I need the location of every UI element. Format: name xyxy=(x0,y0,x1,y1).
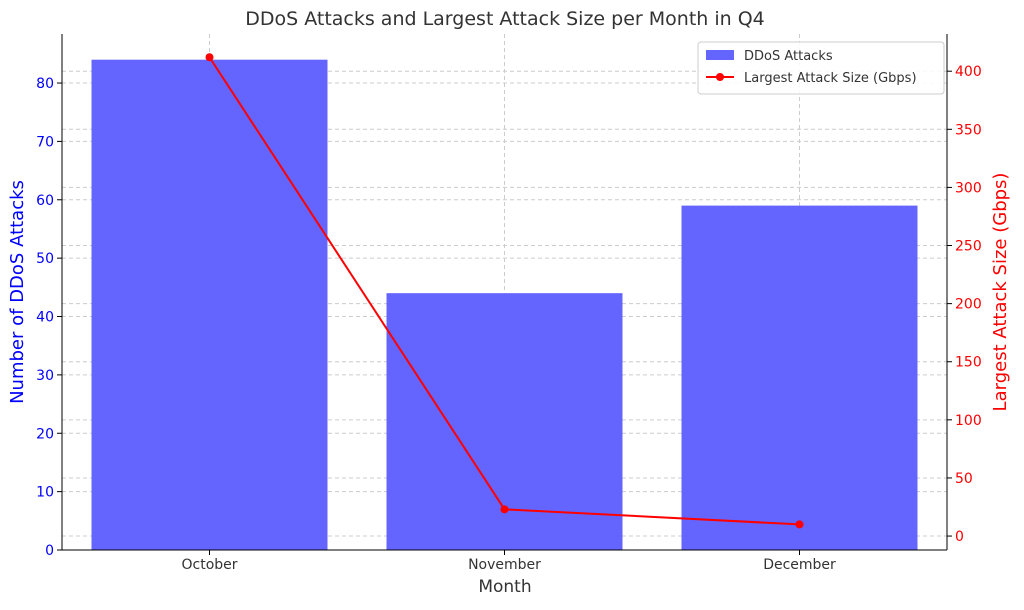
chart-title: DDoS Attacks and Largest Attack Size per… xyxy=(245,8,765,30)
bar-october xyxy=(91,59,328,550)
y-tick-label: 60 xyxy=(36,193,54,209)
x-tick-label: November xyxy=(468,557,541,573)
y-tick-label: 10 xyxy=(36,485,54,501)
y-tick-label: 20 xyxy=(36,426,54,442)
y2-tick-label: 300 xyxy=(955,180,982,196)
bar-series xyxy=(91,59,918,551)
x-tick-label: October xyxy=(181,557,237,573)
bar-december xyxy=(681,205,918,551)
line-point-november xyxy=(500,505,509,514)
line-series xyxy=(205,53,804,529)
legend-swatch-bar xyxy=(706,50,734,60)
y2-tick-label: 250 xyxy=(955,239,982,255)
legend-swatch-marker xyxy=(716,73,724,81)
y2-tick-label: 50 xyxy=(955,471,973,487)
x-axis-label: Month xyxy=(478,577,531,597)
x-tick-label: December xyxy=(763,557,836,573)
y-tick-label: 40 xyxy=(36,310,54,326)
line-point-october xyxy=(205,53,214,62)
axes xyxy=(57,34,952,555)
y2-tick-label: 150 xyxy=(955,355,982,371)
y-tick-label: 30 xyxy=(36,368,54,384)
y-tick-label: 80 xyxy=(36,76,54,92)
y2-tick-label: 350 xyxy=(955,122,982,138)
y2-axis-label: Largest Attack Size (Gbps) xyxy=(990,173,1011,412)
y-tick-label: 70 xyxy=(36,134,54,150)
y-tick-label: 50 xyxy=(36,251,54,267)
y2-tick-label: 200 xyxy=(955,297,982,313)
legend-label-bar: DDoS Attacks xyxy=(744,49,833,64)
y-axis-label: Number of DDoS Attacks xyxy=(7,180,28,404)
y2-tick-label: 100 xyxy=(955,413,982,429)
tick-labels: 0 10 20 30 40 50 60 70 80 0 50 100 150 200 250 300 350 40… xyxy=(36,64,982,573)
legend-box xyxy=(697,41,945,95)
line-point-december xyxy=(795,520,804,529)
legend: DDoS Attacks Largest Attack Size (Gbps) xyxy=(697,41,945,95)
y2-tick-label: 400 xyxy=(955,64,982,80)
y2-tick-label: 0 xyxy=(955,529,964,545)
legend-label-line: Largest Attack Size (Gbps) xyxy=(744,71,917,86)
y-tick-label: 0 xyxy=(45,543,54,559)
